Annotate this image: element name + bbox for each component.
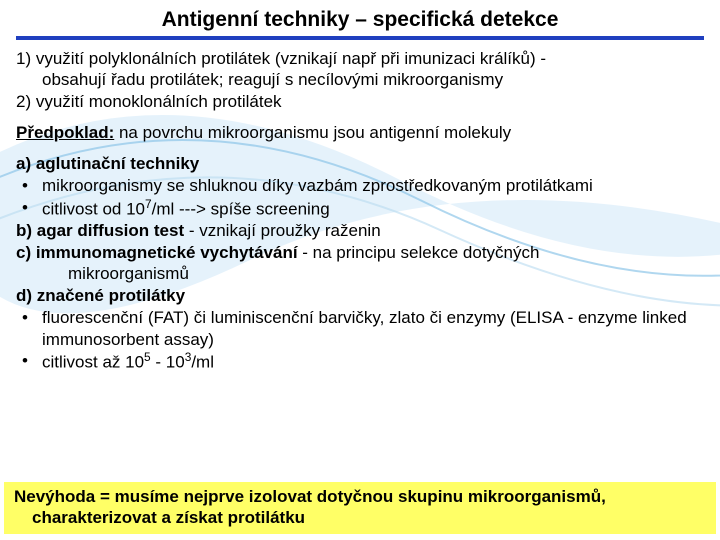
techniques-list: a) aglutinační techniky • mikroorganismy… bbox=[16, 153, 704, 374]
assumption-text: na povrchu mikroorganismu jsou antigenní… bbox=[114, 123, 511, 142]
item-d-bullet-1: • fluorescenční (FAT) či luminiscenční b… bbox=[16, 307, 704, 351]
item-a-bullet-2: • citlivost od 107/ml ---> spíše screeni… bbox=[16, 197, 704, 220]
intro-line-1: 1) využití polyklonálních protilátek (vz… bbox=[16, 48, 704, 69]
item-a-heading: a) aglutinační techniky bbox=[16, 153, 704, 175]
slide-title: Antigenní techniky – specifická detekce bbox=[16, 8, 704, 36]
assumption-line: Předpoklad: na povrchu mikroorganismu js… bbox=[16, 122, 704, 143]
assumption-label: Předpoklad: bbox=[16, 123, 114, 142]
item-b-rest: - vznikají proužky raženin bbox=[184, 221, 381, 240]
item-a-bullet-1-text: mikroorganismy se shluknou díky vazbám z… bbox=[42, 175, 704, 197]
item-a-bullet-1: • mikroorganismy se shluknou díky vazbám… bbox=[16, 175, 704, 197]
bullet-icon: • bbox=[16, 197, 42, 220]
item-d-bullet-2-text: citlivost až 105 - 103/ml bbox=[42, 350, 704, 373]
item-d-heading: d) značené protilátky bbox=[16, 285, 704, 307]
intro-line-2: 2) využití monoklonálních protilátek bbox=[16, 91, 704, 112]
intro-line-1b: obsahují řadu protilátek; reagují s necí… bbox=[16, 69, 704, 90]
disadvantage-note: Nevýhoda = musíme nejprve izolovat dotyč… bbox=[4, 482, 716, 535]
item-b-heading: b) agar diffusion test bbox=[16, 221, 184, 240]
bullet-icon: • bbox=[16, 350, 42, 373]
item-c: c) immunomagnetické vychytávání - na pri… bbox=[16, 242, 704, 264]
intro-paragraph: 1) využití polyklonálních protilátek (vz… bbox=[16, 48, 704, 112]
bullet-icon: • bbox=[16, 175, 42, 197]
item-b: b) agar diffusion test - vznikají proužk… bbox=[16, 220, 704, 242]
footnote-line-2: charakterizovat a získat protilátku bbox=[14, 507, 706, 528]
item-d-bullet-1-text: fluorescenční (FAT) či luminiscenční bar… bbox=[42, 307, 704, 351]
slide-content: Antigenní techniky – specifická detekce … bbox=[0, 0, 720, 374]
item-c-heading: c) immunomagnetické vychytávání bbox=[16, 243, 298, 262]
item-a-bullet-2-text: citlivost od 107/ml ---> spíše screening bbox=[42, 197, 704, 220]
item-c-rest: - na principu selekce dotyčných bbox=[298, 243, 540, 262]
item-d-bullet-2: • citlivost až 105 - 103/ml bbox=[16, 350, 704, 373]
footnote-line-1: Nevýhoda = musíme nejprve izolovat dotyč… bbox=[14, 486, 706, 507]
title-underline bbox=[16, 36, 704, 40]
bullet-icon: • bbox=[16, 307, 42, 351]
item-c-line2: mikroorganismů bbox=[16, 263, 704, 285]
